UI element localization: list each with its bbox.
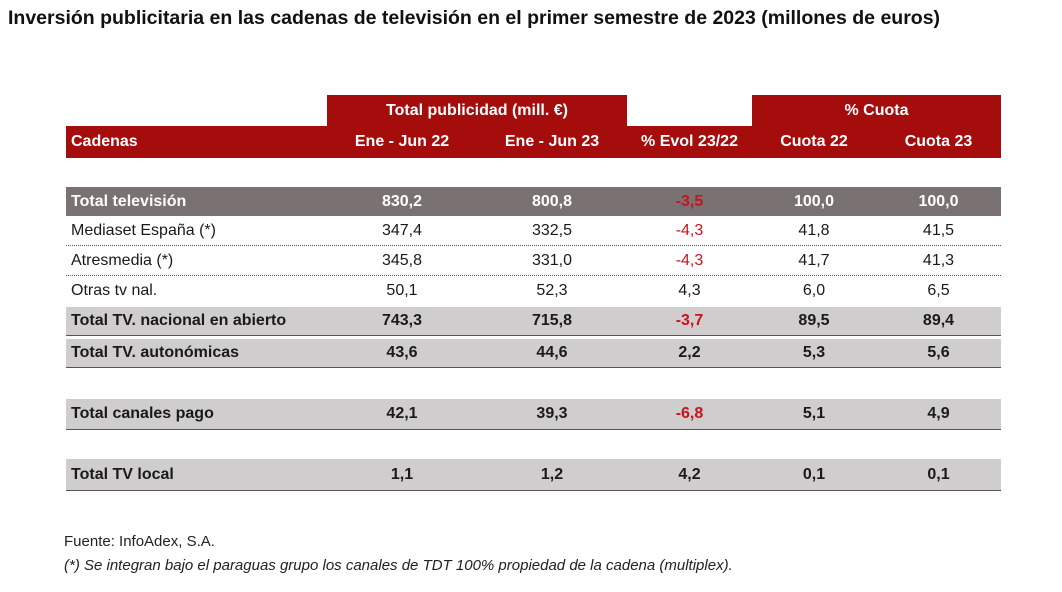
- row-label: Total TV. autonómicas: [71, 344, 240, 361]
- cell-evol: 4,3: [678, 282, 701, 299]
- cell-ene-jun-23: 44,6: [536, 344, 568, 361]
- column-header-cadenas: Cadenas: [71, 133, 138, 150]
- cell-cuota-23: 41,5: [922, 222, 955, 239]
- cell-cuota-22: 6,0: [802, 282, 826, 299]
- table-row-otras-tv: Otras tv nal. 50,1 52,3 4,3 6,0 6,5: [66, 277, 1001, 305]
- page-title: Inversión publicitaria en las cadenas de…: [8, 7, 941, 29]
- row-label: Total TV local: [71, 465, 174, 483]
- column-header-ene-jun-22: Ene - Jun 22: [354, 133, 450, 150]
- cell-cuota-23: 6,5: [927, 282, 950, 299]
- cell-ene-jun-22: 43,6: [386, 344, 418, 361]
- cell-cuota-23: 41,3: [922, 251, 955, 269]
- cell-cuota-22: 41,8: [798, 222, 830, 239]
- column-header-row: Cadenas Ene - Jun 22 Ene - Jun 23 % Evol…: [66, 126, 1001, 158]
- cell-ene-jun-22: 50,1: [386, 282, 418, 299]
- cell-ene-jun-22: 743,3: [381, 312, 423, 329]
- cell-ene-jun-23: 52,3: [536, 282, 568, 299]
- cell-cuota-22: 0,1: [802, 465, 826, 483]
- source-note: Fuente: InfoAdex, S.A.: [64, 533, 215, 550]
- cell-ene-jun-22: 345,8: [381, 251, 423, 269]
- group-header-total: Total publicidad (mill. €): [327, 95, 627, 126]
- cell-ene-jun-22: 42,1: [386, 405, 418, 422]
- table-row-total-television: Total televisión 830,2 800,8 -3,5 100,0 …: [66, 187, 1001, 216]
- cell-cuota-22: 5,3: [802, 344, 826, 361]
- cell-evol: 4,2: [678, 465, 701, 483]
- cell-evol: -4,3: [675, 251, 704, 269]
- cell-ene-jun-22: 347,4: [381, 222, 423, 239]
- column-header-cuota-23: Cuota 23: [904, 133, 973, 150]
- column-header-cuota-22: Cuota 22: [780, 133, 848, 150]
- cell-evol: -6,8: [675, 405, 704, 422]
- cell-cuota-23: 0,1: [927, 465, 950, 483]
- table-row-total-nacional: Total TV. nacional en abierto 743,3 715,…: [66, 307, 1001, 336]
- cell-evol: -3,7: [675, 312, 704, 329]
- cell-cuota-23: 4,9: [927, 405, 950, 422]
- cell-evol: 2,2: [678, 344, 701, 361]
- cell-ene-jun-22: 1,1: [390, 465, 414, 483]
- cell-ene-jun-23: 39,3: [536, 405, 568, 422]
- cell-cuota-23: 100,0: [918, 192, 959, 210]
- cell-cuota-22: 89,5: [798, 312, 830, 329]
- cell-cuota-23: 5,6: [927, 344, 950, 361]
- row-label: Total canales pago: [71, 405, 214, 422]
- cell-evol: -3,5: [675, 192, 704, 210]
- row-label: Total televisión: [71, 192, 187, 210]
- cell-ene-jun-23: 800,8: [531, 192, 573, 210]
- table-row-total-canales-pago: Total canales pago 42,1 39,3 -6,8 5,1 4,…: [66, 399, 1001, 430]
- row-label: Mediaset España (*): [71, 222, 216, 239]
- cell-ene-jun-23: 1,2: [540, 465, 564, 483]
- cell-cuota-22: 5,1: [802, 405, 826, 422]
- table-row-mediaset: Mediaset España (*) 347,4 332,5 -4,3 41,…: [66, 217, 1001, 246]
- column-header-evol: % Evol 23/22: [641, 133, 738, 150]
- row-label: Total TV. nacional en abierto: [71, 312, 287, 329]
- table-row-total-autonomicas: Total TV. autonómicas 43,6 44,6 2,2 5,3 …: [66, 339, 1001, 368]
- row-label: Otras tv nal.: [71, 282, 158, 299]
- cell-cuota-23: 89,4: [922, 312, 955, 329]
- footnote: (*) Se integran bajo el paraguas grupo l…: [64, 557, 733, 574]
- cell-cuota-22: 41,7: [798, 251, 830, 269]
- cell-cuota-22: 100,0: [793, 192, 835, 210]
- cell-ene-jun-22: 830,2: [381, 192, 423, 210]
- group-header-cuota: % Cuota: [752, 95, 1001, 126]
- column-header-ene-jun-23: Ene - Jun 23: [504, 133, 600, 150]
- cell-ene-jun-23: 715,8: [531, 312, 573, 329]
- cell-ene-jun-23: 332,5: [531, 222, 573, 239]
- table-row-atresmedia: Atresmedia (*) 345,8 331,0 -4,3 41,7 41,…: [66, 246, 1001, 276]
- cell-evol: -4,3: [675, 222, 704, 239]
- row-label: Atresmedia (*): [71, 251, 174, 269]
- table-row-total-tv-local: Total TV local 1,1 1,2 4,2 0,1 0,1: [66, 459, 1001, 491]
- cell-ene-jun-23: 331,0: [531, 251, 573, 269]
